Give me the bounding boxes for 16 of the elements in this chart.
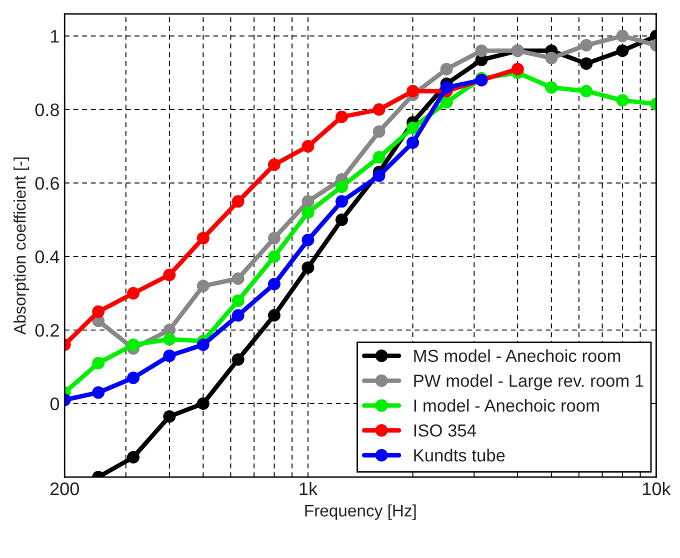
y-tick-label: 1 — [51, 30, 59, 43]
y-tick-label: 0.4 — [35, 250, 60, 264]
x-axis-title: Frequency [Hz] — [305, 504, 416, 520]
x-tick-label: 10k — [643, 482, 671, 496]
y-tick-label: 0.2 — [35, 324, 59, 337]
legend-label: MS model - Anechoic room — [414, 349, 620, 362]
y-tick-label: 0 — [50, 398, 60, 410]
y-axis-title: Absorption coefficient [-] — [14, 157, 30, 335]
legend-label: PW model - Large rev. room 1 — [414, 374, 644, 390]
y-tick-label: 0.8 — [35, 103, 59, 116]
x-tick-label: 200 — [50, 482, 79, 496]
legend-label: Kundts tube — [414, 448, 505, 462]
y-tick-label: 0.6 — [35, 176, 59, 190]
legend-label: ISO 354 — [414, 424, 476, 437]
x-tick-label: 1k — [300, 482, 318, 496]
legend-label: I model - Anechoic room — [414, 399, 599, 412]
